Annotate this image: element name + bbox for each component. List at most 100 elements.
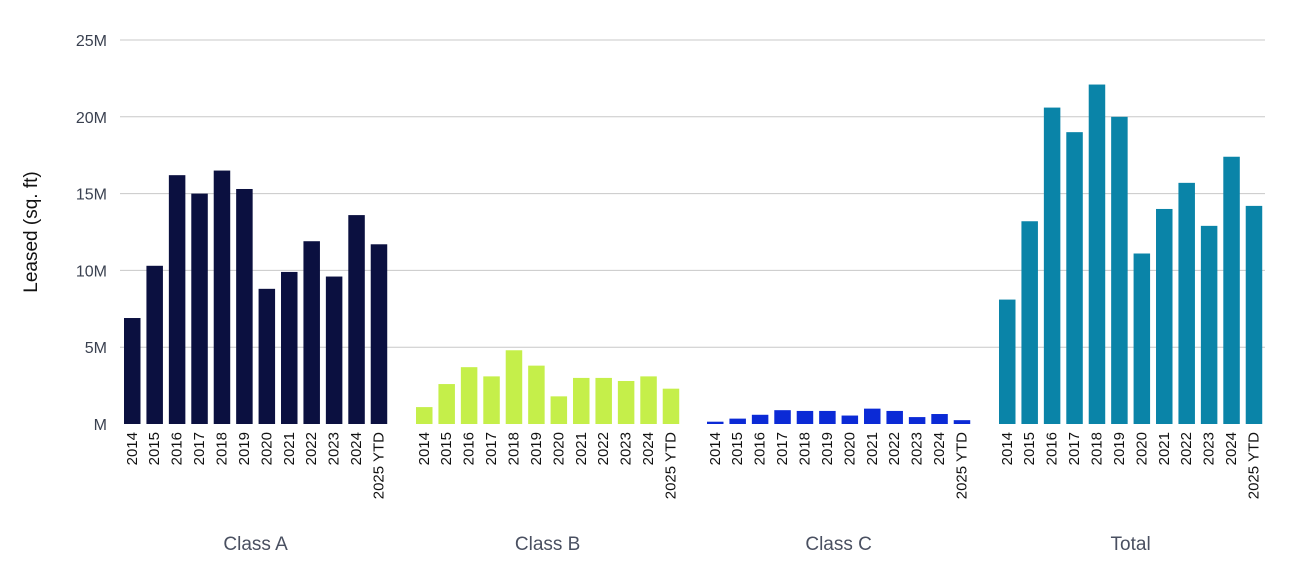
bar-class-c-2014: [707, 421, 724, 424]
x-tick-label: 2018: [505, 432, 522, 465]
x-tick-label: 2016: [752, 432, 769, 465]
bar-total-2016: [1043, 107, 1061, 424]
x-tick-label: 2015: [1021, 432, 1038, 465]
bar-class-a-2019: [236, 188, 253, 424]
x-tick-label: 2019: [236, 432, 253, 465]
x-tick-label: 2024: [931, 432, 948, 465]
bar-total-2025-ytd: [1245, 205, 1263, 424]
x-tick-label: 2025 YTD: [953, 432, 970, 499]
x-tick-label: 2019: [1111, 432, 1128, 465]
bar-class-c-2016: [751, 414, 769, 424]
x-tick-label: 2023: [618, 432, 635, 465]
x-tick-label: 2020: [1133, 432, 1150, 465]
bar-total-2024: [1223, 156, 1240, 425]
x-tick-label: 2014: [416, 432, 433, 465]
bar-class-a-2023: [325, 276, 343, 424]
bar-class-a-2022: [303, 241, 320, 424]
y-tick-label: 10M: [76, 263, 107, 280]
x-tick-label: 2018: [1088, 432, 1105, 465]
bar-class-b-2016: [460, 367, 478, 424]
x-tick-label: 2020: [550, 432, 567, 465]
x-tick-label: 2017: [191, 432, 208, 465]
x-tick-label: 2014: [707, 432, 724, 465]
bar-class-c-2015: [729, 418, 746, 424]
x-tick-label: 2022: [886, 432, 903, 465]
bar-class-c-2017: [774, 410, 791, 424]
x-tick-label: 2025 YTD: [662, 432, 679, 499]
x-tick-label: 2021: [281, 432, 298, 465]
bar-total-2023: [1200, 225, 1218, 424]
bar-class-a-2018: [213, 170, 231, 424]
bar-total-2018: [1088, 84, 1106, 424]
bar-class-a-2016: [168, 175, 186, 424]
bar-class-c-2025-ytd: [953, 420, 971, 424]
x-tick-label: 2025 YTD: [1245, 432, 1262, 499]
bar-class-b-2020: [550, 396, 568, 424]
bar-class-c-2019: [819, 410, 836, 424]
x-tick-label: 2017: [774, 432, 791, 465]
x-tick-label: 2022: [1178, 432, 1195, 465]
x-tick-label: 2014: [124, 432, 141, 465]
bar-class-a-2015: [146, 265, 163, 424]
x-tick-label: 2016: [1044, 432, 1061, 465]
bar-class-c-2024: [931, 414, 948, 424]
x-tick-label: 2022: [303, 432, 320, 465]
bar-total-2021: [1156, 208, 1173, 424]
bar-class-b-2022: [595, 377, 612, 424]
bar-class-b-2023: [617, 380, 635, 424]
x-tick-label: 2016: [461, 432, 478, 465]
bar-class-c-2021: [864, 408, 881, 424]
x-tick-label: 2019: [819, 432, 836, 465]
bar-class-a-2021: [281, 271, 298, 424]
bar-total-2020: [1133, 253, 1151, 424]
x-tick-label: 2016: [169, 432, 186, 465]
bar-total-2017: [1066, 132, 1083, 424]
x-tick-label: 2019: [528, 432, 545, 465]
group-label-class-a: Class A: [223, 534, 288, 555]
x-tick-label: 2021: [1156, 432, 1173, 465]
x-tick-label: 2023: [909, 432, 926, 465]
x-tick-label: 2015: [438, 432, 455, 465]
bar-class-a-2025-ytd: [370, 244, 388, 424]
x-tick-label: 2024: [348, 432, 365, 465]
bar-total-2022: [1178, 182, 1195, 424]
bar-class-a-2017: [191, 193, 208, 424]
x-tick-label: 2021: [864, 432, 881, 465]
x-tick-label: 2018: [796, 432, 813, 465]
bar-class-b-2024: [640, 376, 657, 424]
x-tick-label: 2020: [258, 432, 275, 465]
bar-class-a-2020: [258, 288, 276, 424]
bar-class-b-2025-ytd: [662, 388, 680, 424]
x-tick-label: 2014: [999, 432, 1016, 465]
x-tick-label: 2024: [640, 432, 657, 465]
bar-class-c-2022: [886, 410, 903, 424]
y-axis-ticks: M 5M 10M 15M 20M 25M: [76, 33, 107, 434]
x-tick-label: 2020: [841, 432, 858, 465]
bar-class-c-2020: [841, 415, 859, 424]
x-tick-label: 2021: [573, 432, 590, 465]
x-tick-label: 2015: [146, 432, 163, 465]
x-axis-ticks: 2014 2015 2016 2017 2018 2019 2020 2021 2022 2023…: [124, 432, 1263, 499]
x-tick-label: 2015: [729, 432, 746, 465]
bar-class-b-2015: [438, 384, 455, 424]
x-tick-label: 2023: [326, 432, 343, 465]
x-tick-label: 2017: [1066, 432, 1083, 465]
bar-class-b-2021: [573, 377, 590, 424]
y-tick-label: M: [94, 417, 107, 434]
bar-class-a-2024: [348, 215, 365, 424]
y-tick-label: 20M: [76, 110, 107, 127]
bar-class-b-2017: [483, 376, 500, 424]
y-tick-label: 15M: [76, 187, 107, 204]
x-tick-label: 2025 YTD: [370, 432, 387, 499]
bar-class-b-2014: [416, 407, 433, 424]
x-tick-label: 2018: [213, 432, 230, 465]
group-label-total: Total: [1111, 534, 1151, 555]
bar-total-2019: [1111, 116, 1128, 425]
x-tick-label: 2023: [1201, 432, 1218, 465]
bar-class-b-2018: [505, 350, 523, 424]
y-tick-label: 5M: [85, 340, 107, 357]
bar-class-c-2018: [796, 410, 814, 424]
bar-class-c-2023: [908, 417, 926, 424]
